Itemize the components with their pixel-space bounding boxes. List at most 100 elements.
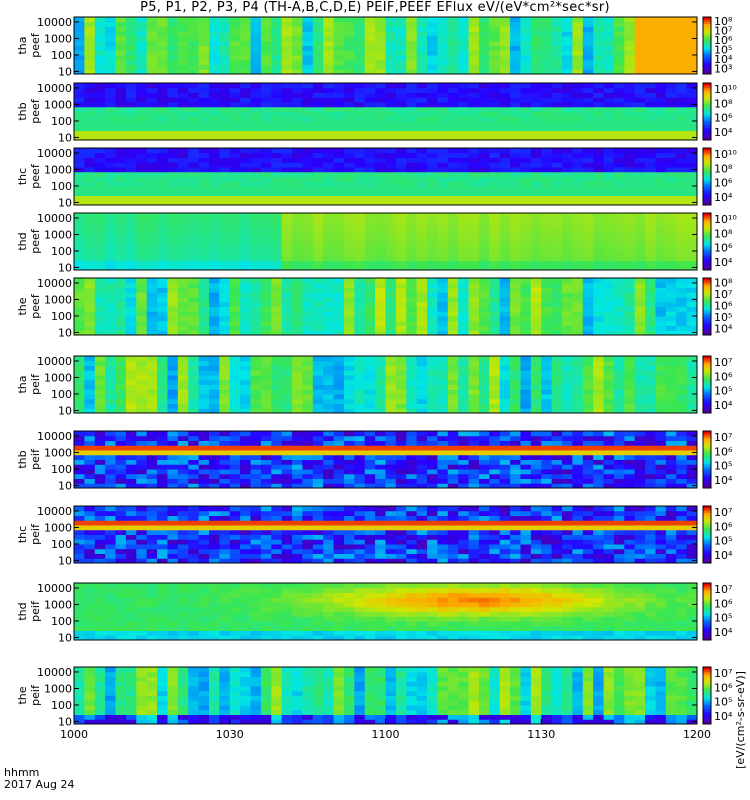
heatmap-cell — [416, 26, 428, 32]
heatmap-cell — [219, 445, 231, 451]
heatmap-cell — [343, 148, 355, 154]
heatmap-cell — [198, 389, 210, 395]
heatmap-cell — [260, 222, 272, 228]
heatmap-cell — [510, 190, 521, 196]
heatmap-cell — [260, 301, 272, 307]
heatmap-cell — [136, 87, 148, 93]
heatmap-cell — [250, 320, 262, 326]
heatmap-cell — [364, 162, 376, 168]
heatmap-cell — [364, 102, 376, 108]
heatmap-cell — [427, 87, 438, 93]
heatmap-cell — [510, 365, 521, 371]
colorbar-segment — [703, 174, 711, 177]
heatmap-cell — [177, 162, 189, 168]
heatmap-cell — [645, 384, 656, 390]
heatmap-cell — [593, 190, 605, 196]
heatmap-cell — [385, 195, 397, 201]
heatmap-cell — [634, 69, 646, 75]
heatmap-cell — [240, 31, 252, 37]
heatmap-cell — [125, 394, 137, 400]
heatmap-cell — [437, 17, 449, 23]
heatmap-cell — [136, 92, 148, 98]
heatmap-cell — [593, 389, 605, 395]
heatmap-cell — [562, 389, 573, 395]
colorbar-tick-label: 10⁵ — [714, 43, 732, 56]
heatmap-cell — [364, 227, 376, 233]
heatmap-cell — [530, 370, 542, 376]
heatmap-cell — [198, 116, 210, 122]
heatmap-cell — [136, 36, 148, 42]
heatmap-cell — [260, 287, 272, 293]
heatmap-cell — [603, 171, 615, 177]
heatmap-cell — [323, 36, 335, 42]
heatmap-cell — [572, 227, 584, 233]
heatmap-cell — [74, 83, 85, 89]
heatmap-cell — [198, 190, 210, 196]
heatmap-cell — [634, 135, 646, 141]
heatmap-cell — [208, 157, 220, 163]
heatmap-cell — [478, 408, 490, 414]
heatmap-cell — [665, 111, 677, 117]
heatmap-cell — [292, 440, 303, 446]
colorbar-tick-label: 10⁵ — [714, 385, 732, 398]
heatmap-cell — [541, 167, 553, 173]
heatmap-cell — [665, 255, 677, 261]
heatmap-cell — [94, 130, 106, 136]
heatmap-cell — [146, 135, 158, 141]
heatmap-cell — [323, 473, 335, 479]
heatmap-cell — [302, 265, 314, 271]
heatmap-cell — [510, 83, 521, 89]
heatmap-cell — [624, 130, 636, 136]
heatmap-cell — [136, 459, 148, 465]
heatmap-cell — [260, 190, 272, 196]
heatmap-cell — [136, 200, 148, 206]
heatmap-cell — [292, 162, 303, 168]
heatmap-cell — [157, 121, 168, 127]
heatmap-cell — [250, 121, 262, 127]
heatmap-cell — [292, 287, 303, 293]
heatmap-cell — [167, 375, 179, 381]
heatmap-cell — [84, 87, 96, 93]
heatmap-cell — [333, 162, 345, 168]
heatmap-cell — [271, 483, 283, 489]
heatmap-cell — [136, 464, 148, 470]
heatmap-cell — [157, 297, 168, 303]
heatmap-cell — [125, 181, 137, 187]
heatmap-cell — [323, 186, 335, 192]
heatmap-cell — [613, 297, 625, 303]
heatmap-cell — [250, 152, 262, 158]
heatmap-cell — [364, 97, 376, 103]
heatmap-cell — [281, 148, 293, 154]
heatmap-cell — [323, 92, 335, 98]
heatmap-cell — [240, 454, 252, 460]
heatmap-cell — [562, 50, 573, 56]
y-tick-label: 10000 — [37, 355, 72, 368]
heatmap-cell — [613, 36, 625, 42]
heatmap-cell — [385, 102, 397, 108]
heatmap-cell — [198, 365, 210, 371]
heatmap-cell — [312, 246, 324, 252]
heatmap-cell — [292, 232, 303, 238]
heatmap-cell — [458, 370, 470, 376]
heatmap-cell — [354, 325, 366, 331]
heatmap-cell — [105, 59, 117, 65]
heatmap-cell — [229, 478, 241, 484]
heatmap-cell — [343, 440, 355, 446]
heatmap-cell — [333, 320, 345, 326]
heatmap-cell — [364, 36, 376, 42]
heatmap-cell — [115, 445, 127, 451]
heatmap-cell — [520, 121, 532, 127]
heatmap-cell — [167, 40, 179, 46]
heatmap-cell — [198, 135, 210, 141]
heatmap-cell — [572, 40, 584, 46]
heatmap-cell — [551, 232, 563, 238]
heatmap-cell — [603, 408, 615, 414]
heatmap-cell — [447, 36, 459, 42]
heatmap-cell — [572, 102, 584, 108]
heatmap-cell — [302, 232, 314, 238]
heatmap-cell — [447, 408, 459, 414]
heatmap-cell — [312, 408, 324, 414]
heatmap-cell — [551, 217, 563, 223]
heatmap-cell — [323, 435, 335, 441]
heatmap-cell — [634, 370, 646, 376]
